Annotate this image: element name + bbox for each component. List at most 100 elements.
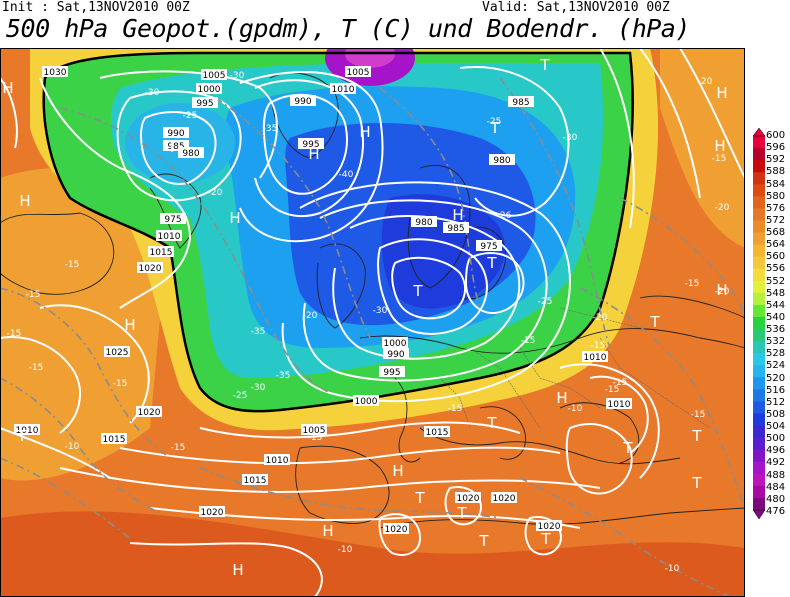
legend-label: 600	[766, 130, 786, 141]
low-marker: T	[489, 119, 500, 137]
svg-text:985: 985	[447, 224, 464, 234]
temp-label: -40	[339, 170, 354, 180]
low-marker: T	[539, 56, 550, 74]
temp-label: -25	[538, 297, 553, 307]
legend-label: 544	[766, 299, 786, 311]
svg-text:1015: 1015	[244, 476, 267, 486]
pressure-label: 990	[163, 127, 189, 139]
pressure-label: 1005	[345, 66, 371, 78]
pressure-label: 1020	[491, 492, 517, 504]
temp-label: -20	[698, 77, 713, 87]
high-marker: H	[392, 462, 403, 480]
legend-label: 528	[766, 348, 786, 360]
svg-text:1010: 1010	[608, 400, 631, 410]
pressure-label: 995	[298, 138, 324, 150]
temp-label: -10	[338, 545, 353, 555]
high-marker: H	[308, 145, 319, 163]
high-marker: H	[19, 192, 30, 210]
svg-text:995: 995	[383, 368, 400, 378]
legend-label: 568	[766, 227, 786, 239]
legend-label: 476	[766, 506, 786, 517]
pressure-label: 1005	[301, 424, 327, 436]
legend-band	[753, 461, 765, 475]
legend-label: 584	[766, 178, 786, 190]
pressure-label: 1000	[353, 395, 379, 407]
legend-bands	[753, 136, 765, 511]
isobars	[0, 48, 745, 597]
pressure-label: 1015	[148, 246, 174, 258]
pressure-label: 985	[508, 96, 534, 108]
init-time: Init : Sat,13NOV2010 00Z	[2, 0, 190, 15]
temp-label: -15	[712, 154, 727, 164]
pressure-label: 1015	[424, 426, 450, 438]
pressure-label: 985	[443, 222, 469, 234]
legend-label: 520	[766, 372, 786, 384]
temp-label: -15	[26, 290, 41, 300]
legend-label: 588	[766, 166, 786, 178]
pressure-centers: H H H H H H H H H H H H H H T T T T T T …	[2, 56, 727, 579]
low-marker: T	[540, 530, 551, 548]
legend-label: 560	[766, 251, 786, 263]
legend-label: 500	[766, 433, 786, 445]
legend-band	[753, 329, 765, 342]
pressure-label: 980	[411, 216, 437, 228]
legend-band	[753, 353, 765, 366]
temp-label: -15	[691, 410, 706, 420]
legend-band	[753, 304, 765, 318]
pressure-label: 1000	[196, 83, 222, 95]
pressure-label: 1015	[242, 474, 268, 486]
pressure-label: 980	[489, 154, 515, 166]
legend-label: 536	[766, 324, 786, 336]
pressure-label: 1010	[156, 230, 182, 242]
pressure-label: 1010	[264, 454, 290, 466]
svg-text:1010: 1010	[158, 232, 181, 242]
coastlines	[0, 72, 745, 529]
high-marker: H	[2, 79, 13, 97]
temp-label: -10	[65, 442, 80, 452]
low-marker: T	[414, 489, 425, 507]
legend-band	[753, 341, 765, 354]
legend-label: 580	[766, 190, 786, 202]
temp-label: -20	[303, 311, 318, 321]
high-marker: H	[714, 137, 725, 155]
svg-text:1005: 1005	[347, 68, 370, 78]
legend-label: 512	[766, 396, 786, 408]
temp-label: -35	[276, 371, 291, 381]
legend-label: 564	[766, 239, 786, 251]
high-marker: H	[556, 389, 567, 407]
legend-label: 592	[766, 154, 786, 166]
temp-label: -25	[183, 111, 198, 121]
svg-text:1020: 1020	[138, 408, 161, 418]
svg-text:1030: 1030	[44, 68, 67, 78]
temp-label: -15	[7, 329, 22, 339]
legend-label: 552	[766, 275, 786, 287]
pressure-label: 1005	[201, 69, 227, 81]
temp-label: -30	[373, 306, 388, 316]
legend-band	[753, 425, 765, 439]
low-marker: T	[486, 414, 497, 432]
svg-text:1000: 1000	[198, 85, 221, 95]
temp-label: -15	[605, 385, 620, 395]
svg-text:980: 980	[415, 218, 432, 228]
legend-band	[753, 316, 765, 330]
svg-text:1010: 1010	[332, 85, 355, 95]
pressure-label: 975	[160, 213, 186, 225]
low-marker: T	[412, 282, 423, 300]
svg-text:1020: 1020	[201, 508, 224, 518]
temp-label: -15	[65, 260, 80, 270]
high-marker: H	[452, 206, 463, 224]
pressure-label: 1030	[42, 66, 68, 78]
temp-label: -20	[715, 203, 730, 213]
legend-band	[753, 401, 765, 414]
pressure-label: 985	[163, 140, 189, 152]
low-marker: T	[622, 439, 633, 457]
svg-text:1010: 1010	[16, 426, 39, 436]
svg-text:990: 990	[387, 350, 404, 360]
low-marker: T	[486, 254, 497, 272]
high-marker: H	[716, 84, 727, 102]
low-marker: T	[478, 532, 489, 550]
legend-band	[753, 136, 765, 149]
legend-band	[753, 473, 765, 487]
svg-text:985: 985	[512, 98, 529, 108]
high-marker: H	[716, 281, 727, 299]
